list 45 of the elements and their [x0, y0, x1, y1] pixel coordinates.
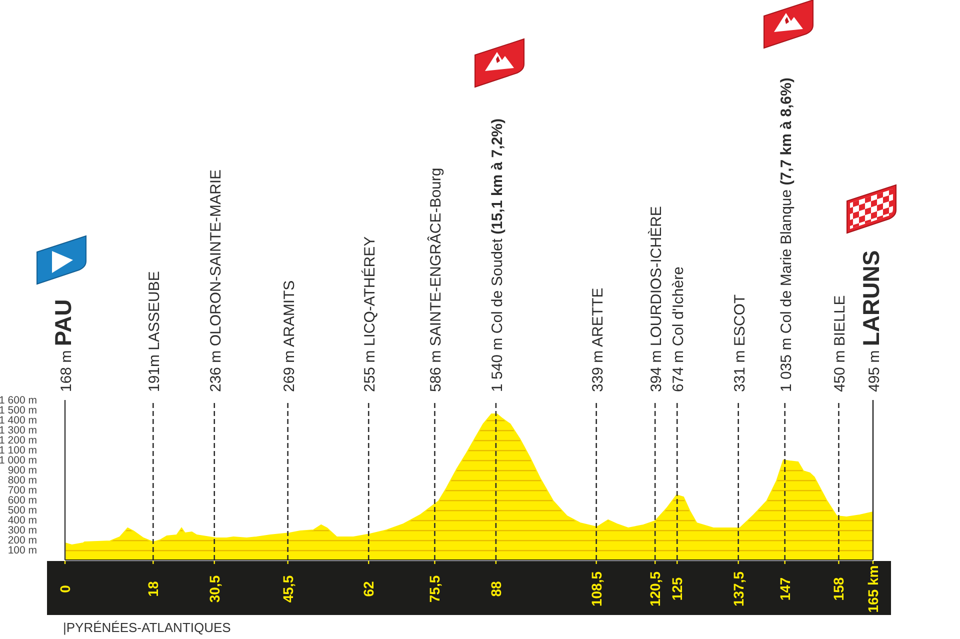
- x-tick-label: 45,5: [280, 575, 296, 603]
- y-tick-label: 800 m: [8, 474, 38, 487]
- ref-line-label: 394 m LOURDIOS-ICHÈRE: [647, 206, 666, 392]
- ref-line-label: 674 m Col d'Ichère: [670, 266, 688, 392]
- y-tick-label: 1 500 m: [0, 404, 38, 417]
- ref-line-label: 331 m ESCOT: [731, 294, 748, 392]
- x-tick-label: 137,5: [730, 571, 746, 607]
- y-tick-label: 400 m: [8, 514, 38, 527]
- y-tick-label: 600 m: [8, 494, 38, 507]
- x-tick-label: 75,5: [426, 575, 443, 603]
- x-tick-label: 147: [776, 577, 793, 601]
- x-tick-label: 30,5: [206, 575, 222, 603]
- x-tick-label: 120,5: [647, 571, 664, 607]
- ref-line-label: 1 540 m Col de Soudet (15,1 km à 7,2%): [488, 118, 506, 392]
- y-tick-label: 1 400 m: [0, 414, 38, 427]
- x-tick-label: 62: [360, 581, 377, 597]
- x-tick-label: 88: [488, 581, 504, 597]
- ref-line-label: 1 035 m Col de Marie Blanque (7,7 km à 8,6%): [778, 78, 795, 392]
- ref-line-label: 191m LASSEUBE: [146, 271, 164, 392]
- text: |PYRÉNÉES-ATLANTIQUES: [63, 620, 231, 636]
- ref-line-label: 255 m LICQ-ATHÉREY: [360, 236, 379, 392]
- ref-line-label: 450 m BIELLE: [832, 295, 849, 392]
- y-tick-label: 200 m: [8, 534, 38, 547]
- x-tick-label: 0: [57, 584, 73, 593]
- x-tick-label: 125: [669, 577, 686, 601]
- ref-line-label: 236 m OLORON-SAINTE-MARIE: [207, 169, 224, 392]
- ref-line-label: 586 m SAINTE-ENGRÂCE-Bourg: [426, 168, 445, 392]
- ref-line-label: 269 m ARAMITS: [280, 280, 298, 392]
- x-tick-label: 165 km: [865, 565, 881, 613]
- y-tick-label: 700 m: [8, 484, 38, 497]
- y-tick-label: 1 600 m: [0, 394, 38, 407]
- y-tick-label: 1 000 m: [0, 454, 38, 467]
- y-tick-label: 1 300 m: [0, 424, 38, 437]
- ref-line-label: 168 m PAU: [50, 299, 76, 392]
- x-tick-label: 18: [145, 581, 162, 597]
- ref-line-label: 339 m ARETTE: [589, 288, 606, 392]
- y-tick-label: 300 m: [8, 524, 38, 537]
- y-tick-label: 1 200 m: [0, 434, 38, 447]
- ref-line-label: 495 m LARUNS: [858, 250, 884, 392]
- x-tick-label: 158: [830, 577, 847, 601]
- y-tick-label: 900 m: [8, 464, 38, 477]
- y-tick-label: 500 m: [8, 504, 38, 517]
- x-tick-label: 108,5: [588, 571, 604, 607]
- y-tick-label: 1 100 m: [0, 444, 38, 457]
- y-tick-label: 100 m: [8, 544, 38, 557]
